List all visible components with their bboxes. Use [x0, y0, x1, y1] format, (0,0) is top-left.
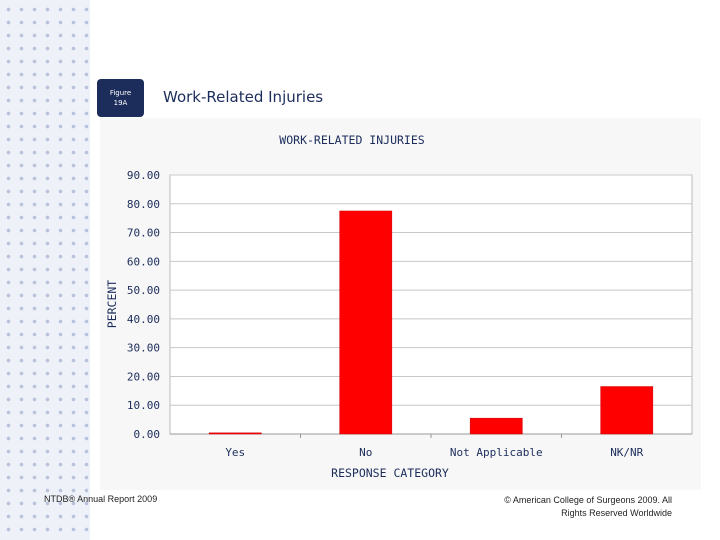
y-tick-label: 0.00	[134, 428, 161, 441]
bar-nk-nr	[600, 386, 654, 435]
figure-badge-number: 19A	[113, 99, 128, 107]
bar-yes	[208, 432, 262, 435]
decorative-dot-band	[0, 0, 90, 540]
y-tick-label: 20.00	[127, 370, 160, 383]
x-tick-label: Not Applicable	[450, 446, 543, 459]
footer-copyright: © American College of Surgeons 2009. All…	[432, 494, 672, 520]
footer-copyright-line2: Rights Reserved Worldwide	[561, 508, 672, 518]
slide-title: Work-Related Injuries	[163, 88, 324, 106]
y-tick-label: 80.00	[127, 198, 160, 211]
chart-title: WORK-RELATED INJURIES	[279, 133, 424, 147]
figure-badge: Figure 19A	[97, 79, 144, 117]
y-tick-label: 40.00	[127, 313, 160, 326]
y-tick-label: 70.00	[127, 227, 160, 240]
figure-badge-label: Figure	[109, 89, 132, 97]
y-tick-label: 10.00	[127, 399, 160, 412]
bar-chart: 0.00 10.00 20.00 30.00 40.00 50.00 60.00 70.00 8…	[105, 133, 693, 480]
y-tick-label: 50.00	[127, 284, 160, 297]
bar-not-applicable	[469, 417, 523, 435]
y-tick-label: 60.00	[127, 255, 160, 268]
x-tick-label: NK/NR	[610, 446, 643, 459]
x-tick-label: No	[359, 446, 372, 459]
footer-report-name: NTDB® Annual Report 2009	[44, 494, 158, 504]
y-axis-title: PERCENT	[105, 280, 119, 329]
footer-copyright-line1: © American College of Surgeons 2009. All	[504, 495, 672, 505]
x-tick-label: Yes	[225, 446, 245, 459]
x-axis-title: RESPONSE CATEGORY	[331, 466, 449, 480]
y-tick-label: 30.00	[127, 342, 160, 355]
y-tick-label: 90.00	[127, 169, 160, 182]
chart-panel: 0.00 10.00 20.00 30.00 40.00 50.00 60.00 70.00 8…	[100, 118, 701, 490]
bar-no	[339, 210, 393, 435]
